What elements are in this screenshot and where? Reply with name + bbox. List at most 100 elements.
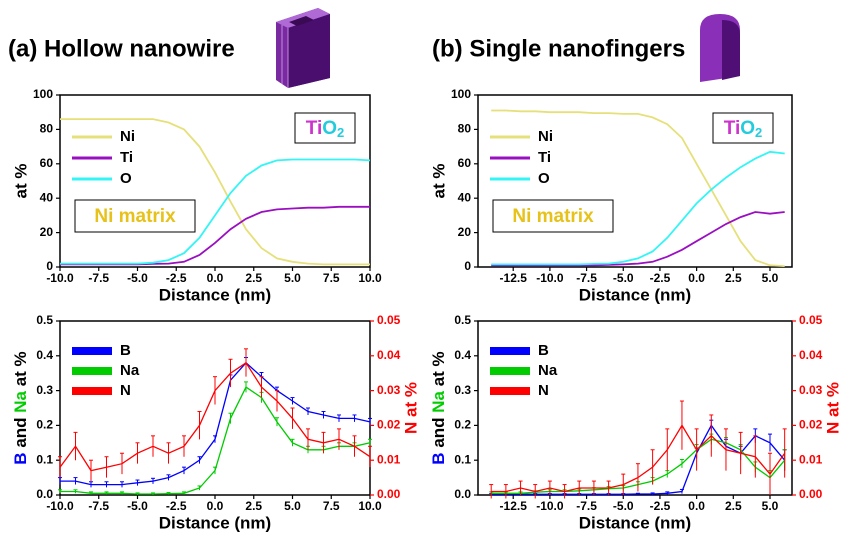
y-tick-label: 0.4: [36, 348, 53, 362]
legend-label: Ni: [538, 128, 553, 145]
series-line: [59, 361, 371, 472]
series-line: [491, 424, 786, 493]
annotation-box: [492, 199, 614, 233]
y-axis-label-part: B: [11, 452, 30, 464]
x-tick-label: -2.5: [166, 499, 187, 513]
y-tick-label: 40: [458, 190, 472, 204]
y-tick-label: 60: [40, 156, 54, 170]
y-tick-label: 0.4: [454, 348, 471, 362]
legend-label: Ni: [120, 128, 135, 145]
x-tick-label: -2.5: [166, 271, 187, 285]
y-tick-label: 0.2: [454, 418, 471, 432]
y-tick-label: 0.0: [36, 487, 53, 501]
plot-frame: [477, 94, 793, 268]
x-axis-label: Distance (nm): [579, 285, 691, 304]
x-tick-label: 0.0: [207, 271, 224, 285]
annotation-part: Ti: [724, 118, 741, 139]
annotation-part: O: [322, 118, 337, 139]
legend-label: B: [538, 342, 549, 359]
annotation-part: 2: [755, 125, 762, 140]
x-tick-label: 2.5: [725, 271, 742, 285]
y-tick-label: 20: [458, 225, 472, 239]
x-tick-label: -2.5: [650, 271, 671, 285]
y-tick-label: 0.3: [36, 383, 53, 397]
y-axis-label: B and Na at %: [11, 351, 30, 464]
panel-title: (a) Hollow nanowire: [8, 35, 235, 62]
x-axis-label: Distance (nm): [159, 285, 271, 304]
y-axis-label: at %: [11, 164, 30, 199]
annotation-part: 2: [337, 125, 344, 140]
x-tick-label: -10.0: [46, 499, 74, 513]
annotation-part: O: [740, 118, 755, 139]
series-line: [60, 361, 371, 486]
y-tick-label: 100: [33, 87, 53, 101]
annotation: TiO2: [306, 118, 345, 140]
x-tick-label: 0.0: [688, 499, 705, 513]
legend-label: Na: [120, 362, 140, 379]
x-tick-label: 5.0: [284, 271, 301, 285]
y-axis-label: at %: [429, 164, 448, 199]
annotation-box: [712, 112, 774, 144]
legend-label: B: [120, 342, 131, 359]
y-axis-label-part: Na: [11, 390, 30, 412]
y-axis-label-part: Na: [429, 390, 448, 412]
y2-tick-label: 0.05: [377, 313, 401, 327]
y-tick-label: 0.5: [36, 313, 53, 327]
y-axis-label-part: B: [429, 452, 448, 464]
x-tick-label: -7.5: [88, 271, 109, 285]
y2-axis-label: N at %: [401, 382, 420, 434]
y-tick-label: 80: [458, 122, 472, 136]
x-tick-label: 2.5: [245, 499, 262, 513]
annotation-box: [294, 112, 356, 144]
x-tick-label: -2.5: [650, 499, 671, 513]
annotation-box: [74, 199, 196, 233]
annotation: TiO2: [724, 118, 763, 140]
x-tick-label: -10.0: [46, 271, 74, 285]
x-tick-label: 5.0: [762, 499, 779, 513]
annotation: Ni matrix: [94, 206, 176, 227]
series-line: [60, 386, 371, 495]
x-tick-label: -7.5: [576, 499, 597, 513]
nanofinger-icon: [700, 14, 740, 82]
legend-label: Na: [538, 362, 558, 379]
x-tick-label: -12.5: [500, 271, 528, 285]
y2-tick-label: 0.03: [799, 383, 823, 397]
y-tick-label: 0: [464, 259, 471, 273]
annotation: Ni matrix: [512, 206, 594, 227]
x-tick-label: -5.0: [613, 271, 634, 285]
y2-tick-label: 0.00: [799, 487, 823, 501]
y-tick-label: 40: [40, 190, 54, 204]
y-axis-label-part: and: [429, 413, 448, 453]
series-line: [491, 109, 785, 267]
x-tick-label: 5.0: [284, 499, 301, 513]
x-tick-label: 10.0: [358, 271, 382, 285]
annotation-part: Ti: [306, 118, 323, 139]
y-tick-label: 0.1: [454, 452, 471, 466]
legend-label: Ti: [538, 149, 551, 166]
x-tick-label: -7.5: [88, 499, 109, 513]
y-tick-label: 80: [40, 122, 54, 136]
series-line: [491, 150, 785, 266]
y2-tick-label: 0.04: [377, 348, 401, 362]
x-tick-label: 0.0: [688, 271, 705, 285]
y-axis-label: B and Na at %: [429, 351, 448, 464]
series-line: [491, 424, 786, 495]
y2-tick-label: 0.01: [799, 452, 823, 466]
x-tick-label: -7.5: [576, 271, 597, 285]
x-tick-label: 7.5: [323, 271, 340, 285]
y-tick-label: 0.3: [454, 383, 471, 397]
x-tick-label: 10.0: [358, 499, 382, 513]
y-tick-label: 0.1: [36, 452, 53, 466]
x-tick-label: -10.0: [536, 499, 564, 513]
annotation-part: Ni matrix: [512, 206, 594, 227]
legend-label: N: [120, 382, 131, 399]
series-line: [60, 158, 371, 265]
y2-tick-label: 0.01: [377, 452, 401, 466]
y-axis-label-part: at %: [429, 351, 448, 391]
hollow-nanowire-icon: [276, 8, 330, 88]
y-tick-label: 0.5: [454, 313, 471, 327]
y2-tick-label: 0.03: [377, 383, 401, 397]
series-line: [60, 118, 370, 266]
legend-label: O: [120, 170, 132, 187]
